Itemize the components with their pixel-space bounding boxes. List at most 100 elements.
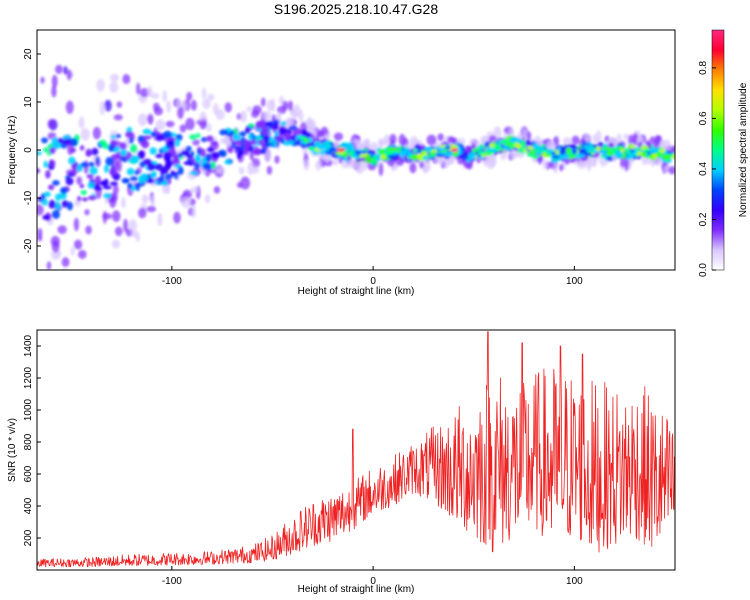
heatmap-cell xyxy=(190,99,197,111)
heatmap-cell xyxy=(423,155,429,160)
heatmap-cell xyxy=(174,174,179,180)
heatmap-cell xyxy=(640,151,647,158)
heatmap-cell xyxy=(109,81,119,93)
heatmap-cell xyxy=(185,145,192,152)
snr-y-tick-label: 400 xyxy=(23,497,34,514)
heatmap-cell xyxy=(587,147,593,152)
heatmap-cell xyxy=(57,225,67,235)
heatmap-cell xyxy=(255,120,265,129)
heatmap-cell xyxy=(289,125,298,131)
heatmap-cell xyxy=(102,142,109,150)
heatmap-cell xyxy=(194,154,201,164)
heatmap-cell xyxy=(111,210,121,222)
heatmap-cell xyxy=(364,138,371,148)
heatmap-cell xyxy=(247,161,254,176)
heatmap-cell xyxy=(532,144,541,149)
heatmap-cell xyxy=(425,146,433,152)
heatmap-cell xyxy=(131,184,136,192)
heatmap-cell xyxy=(333,132,344,141)
heatmap-cell xyxy=(670,145,675,154)
heatmap-cell xyxy=(206,135,214,142)
heatmap-cell xyxy=(378,162,384,177)
heatmap-cell xyxy=(103,164,110,174)
heatmap-cell xyxy=(244,127,251,134)
heatmap-cell xyxy=(270,98,276,113)
heatmap-cell xyxy=(175,138,181,148)
heatmap-cell xyxy=(129,144,138,154)
heatmap-cell xyxy=(212,103,219,115)
heatmap-cell xyxy=(211,140,218,146)
heatmap-cell xyxy=(274,155,280,164)
heatmap-cell xyxy=(651,147,660,153)
heatmap-cell xyxy=(173,154,180,163)
heatmap-cell xyxy=(273,121,279,131)
heatmap-cell xyxy=(380,154,386,160)
heatmap-cell xyxy=(155,134,163,142)
heatmap-cell xyxy=(535,148,540,153)
spectrogram-y-tick-label: -20 xyxy=(23,238,34,253)
heatmap-cell xyxy=(165,184,170,195)
heatmap-cell xyxy=(163,151,173,160)
heatmap-cell xyxy=(392,151,398,156)
heatmap-cell xyxy=(51,74,58,88)
heatmap-cell xyxy=(406,150,412,157)
heatmap-cell xyxy=(177,166,184,176)
heatmap-cell xyxy=(157,212,163,227)
heatmap-cell xyxy=(333,157,338,167)
heatmap-cell xyxy=(189,170,198,176)
heatmap-cell xyxy=(115,133,122,139)
heatmap-cell xyxy=(66,69,72,81)
heatmap-cell xyxy=(623,157,629,172)
heatmap-cell xyxy=(84,209,90,216)
heatmap-cell xyxy=(307,116,313,130)
heatmap-cell xyxy=(243,146,249,156)
heatmap-cell xyxy=(154,163,163,171)
heatmap-cell xyxy=(274,130,279,137)
heatmap-cell xyxy=(70,246,75,256)
chart-title: S196.2025.218.10.47.G28 xyxy=(274,1,438,17)
snr-x-axis-label: Height of straight line (km) xyxy=(298,584,415,595)
heatmap-cell xyxy=(447,136,455,143)
heatmap-cell xyxy=(164,173,173,180)
heatmap-cell xyxy=(173,211,181,224)
heatmap-cell xyxy=(207,93,215,101)
heatmap-cell xyxy=(123,218,129,233)
heatmap-cell xyxy=(41,198,48,206)
heatmap-cell xyxy=(254,148,262,156)
heatmap-cell xyxy=(130,176,138,182)
heatmap-cell xyxy=(48,199,56,209)
heatmap-cell xyxy=(51,210,60,219)
heatmap-cell xyxy=(163,130,172,139)
heatmap-cell xyxy=(137,150,145,160)
spectrogram-x-tick-label: 0 xyxy=(370,276,376,287)
heatmap-cell xyxy=(119,142,127,151)
heatmap-cell xyxy=(162,89,167,102)
heatmap-cell xyxy=(85,148,93,157)
heatmap-cell xyxy=(57,138,64,144)
heatmap-cell xyxy=(327,150,333,155)
heatmap-cell xyxy=(121,196,126,209)
heatmap-cell xyxy=(655,153,663,157)
heatmap-cell xyxy=(111,239,121,249)
heatmap-cell xyxy=(251,110,259,118)
heatmap-cell xyxy=(130,155,140,164)
heatmap-cell xyxy=(409,162,417,174)
heatmap-cell xyxy=(45,170,51,179)
heatmap-cell xyxy=(620,148,625,153)
colorbar: 0.0 0.2 0.4 0.6 0.8 Normalized spectral ampl… xyxy=(698,29,749,277)
heatmap-cell xyxy=(565,147,571,154)
spectrogram-x-tick-label: -100 xyxy=(162,276,182,287)
colorbar-label: Normalized spectral amplitude xyxy=(738,82,749,217)
heatmap-cell xyxy=(360,150,368,154)
heatmap-cell xyxy=(128,137,134,144)
heatmap-cell xyxy=(81,197,88,202)
heatmap-cell xyxy=(243,139,253,149)
heatmap-cell xyxy=(627,134,633,146)
heatmap-cell xyxy=(116,101,123,108)
heatmap-cell xyxy=(80,189,87,196)
heatmap-cell xyxy=(261,126,270,136)
heatmap-cell xyxy=(73,239,83,250)
heatmap-cell xyxy=(636,151,643,156)
heatmap-cell xyxy=(109,167,118,176)
